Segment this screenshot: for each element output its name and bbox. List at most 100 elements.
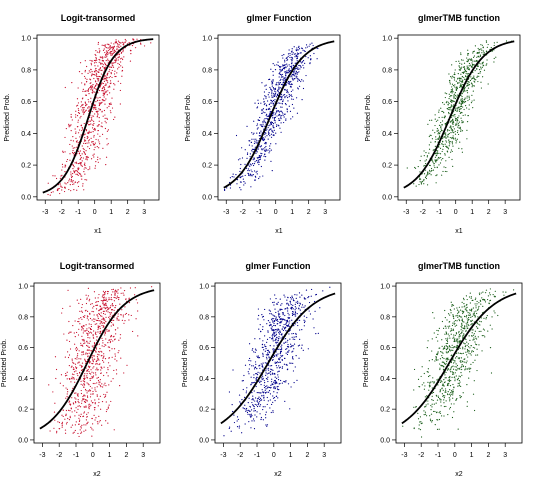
- scatter-point: [79, 173, 82, 175]
- scatter-point: [480, 48, 482, 50]
- scatter-point: [278, 87, 280, 89]
- scatter-point: [443, 405, 445, 408]
- scatter-point: [451, 119, 453, 122]
- scatter-point: [434, 410, 436, 413]
- scatter-point: [278, 383, 280, 385]
- scatter-point: [279, 73, 282, 76]
- scatter-point: [290, 307, 292, 309]
- scatter-point: [437, 129, 439, 131]
- scatter-point: [283, 357, 286, 360]
- scatter-point: [274, 87, 276, 89]
- scatter-point: [89, 120, 91, 122]
- scatter-point: [291, 66, 293, 69]
- scatter-point: [466, 92, 469, 94]
- scatter-point: [93, 62, 96, 64]
- scatter-point: [441, 150, 443, 153]
- scatter-point: [270, 105, 272, 108]
- scatter-point: [481, 297, 483, 299]
- scatter-point: [269, 313, 271, 315]
- scatter-point: [133, 294, 136, 296]
- panel-2: glmer Function-3 -2 -1 0 1 2 30.00.20.40.60.81…: [185, 13, 341, 235]
- scatter-point: [438, 418, 441, 421]
- scatter-point: [459, 127, 461, 129]
- scatter-point: [329, 286, 331, 288]
- scatter-point: [259, 146, 261, 148]
- scatter-point: [485, 40, 487, 42]
- scatter-point: [71, 175, 73, 178]
- scatter-point: [461, 66, 463, 68]
- scatter-point: [80, 365, 83, 367]
- scatter-point: [266, 323, 268, 325]
- scatter-point: [102, 386, 104, 388]
- scatter-point: [284, 71, 286, 73]
- scatter-point: [287, 351, 289, 353]
- scatter-point: [458, 332, 460, 334]
- scatter-point: [263, 155, 265, 157]
- scatter-point: [75, 161, 77, 163]
- scatter-point: [269, 371, 272, 373]
- scatter-point: [98, 398, 100, 400]
- y-tick-label: 0.0: [18, 437, 28, 444]
- scatter-point: [286, 341, 288, 343]
- scatter-point: [254, 397, 257, 399]
- scatter-point: [284, 341, 287, 343]
- scatter-point: [442, 389, 444, 391]
- scatter-point: [75, 421, 77, 423]
- scatter-point: [110, 66, 113, 68]
- scatter-point: [293, 343, 296, 345]
- scatter-point: [450, 100, 452, 103]
- scatter-point: [70, 407, 72, 409]
- scatter-point: [80, 156, 82, 159]
- scatter-point: [463, 315, 466, 317]
- scatter-point: [262, 315, 265, 318]
- scatter-point: [443, 397, 445, 399]
- scatter-point: [84, 102, 86, 104]
- y-tick-label: 0.8: [199, 314, 209, 321]
- scatter-point: [76, 378, 78, 380]
- scatter-point: [467, 99, 469, 102]
- scatter-point: [451, 366, 453, 368]
- scatter-point: [85, 419, 88, 421]
- scatter-point: [84, 60, 86, 62]
- scatter-point: [73, 378, 75, 380]
- scatter-point: [276, 355, 278, 357]
- scatter-point: [229, 187, 231, 189]
- scatter-point: [482, 61, 484, 63]
- scatter-point: [461, 120, 463, 122]
- scatter-point: [82, 185, 84, 187]
- scatter-point: [269, 336, 271, 339]
- scatter-point: [480, 87, 483, 89]
- scatter-point: [65, 414, 67, 416]
- scatter-point: [269, 145, 271, 147]
- scatter-point: [252, 398, 254, 400]
- scatter-point: [437, 133, 439, 135]
- x-tick-label: 1: [290, 209, 294, 216]
- scatter-point: [105, 321, 107, 323]
- scatter-point: [275, 381, 277, 384]
- scatter-point: [273, 304, 275, 306]
- scatter-point: [446, 170, 448, 173]
- scatter-point: [84, 401, 87, 403]
- scatter-point: [466, 95, 468, 97]
- scatter-point: [281, 103, 283, 105]
- scatter-point: [297, 72, 299, 74]
- scatter-point: [74, 343, 76, 345]
- scatter-point: [78, 435, 80, 438]
- scatter-point: [77, 112, 80, 114]
- scatter-point: [286, 319, 288, 322]
- scatter-point: [445, 140, 447, 142]
- scatter-point: [267, 320, 270, 322]
- x-axis-label: x1: [275, 228, 283, 235]
- scatter-point: [112, 324, 115, 326]
- scatter-point: [64, 86, 66, 89]
- scatter-point: [101, 345, 103, 347]
- scatter-point: [103, 109, 106, 112]
- scatter-point: [118, 41, 120, 43]
- scatter-point: [280, 355, 282, 357]
- scatter-point: [274, 335, 276, 338]
- scatter-point: [69, 404, 72, 406]
- scatter-point: [476, 76, 478, 78]
- scatter-point: [282, 114, 284, 117]
- scatter-point: [260, 130, 262, 132]
- scatter-point: [258, 161, 260, 163]
